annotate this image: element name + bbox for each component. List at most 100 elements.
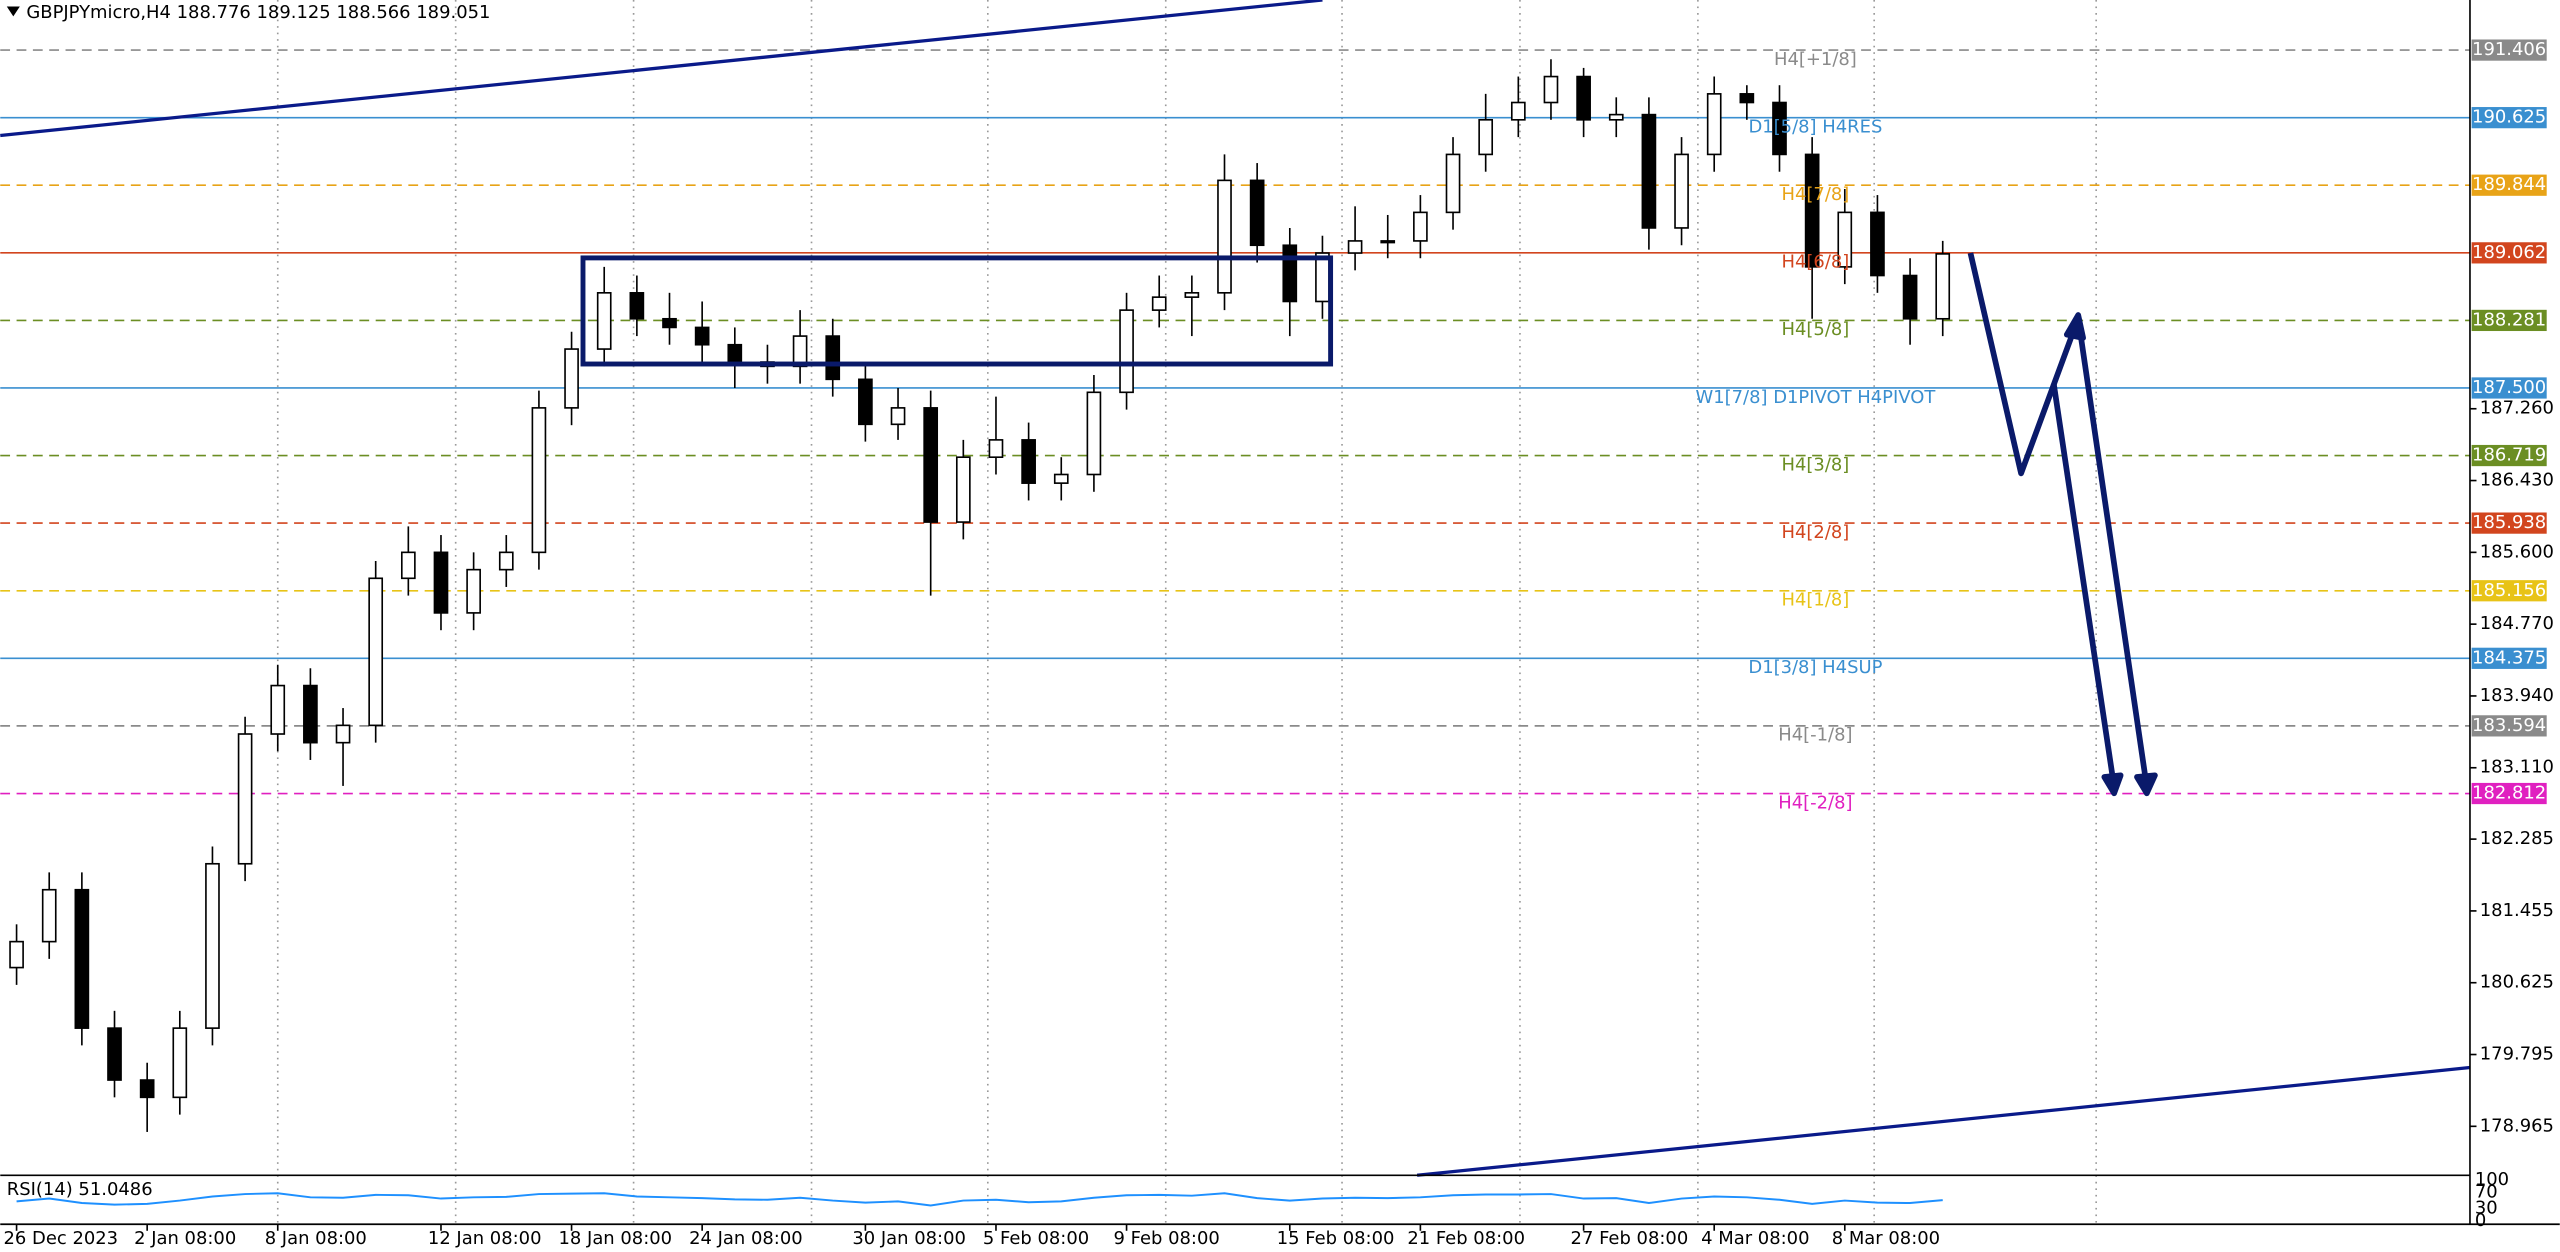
candle-body bbox=[1217, 179, 1232, 294]
level-label: H4[3/8] bbox=[1782, 454, 1850, 475]
y-tick-label: 181.455 bbox=[2480, 900, 2554, 921]
candle-body bbox=[1086, 391, 1102, 476]
candle-body bbox=[1510, 101, 1526, 121]
candle-body bbox=[890, 407, 906, 426]
x-tick-label: 8 Mar 08:00 bbox=[1832, 1228, 1940, 1249]
candle-body bbox=[923, 407, 939, 523]
rsi-tick-label: 100 bbox=[2475, 1169, 2509, 1190]
candle-body bbox=[1282, 244, 1298, 303]
candle-body bbox=[531, 407, 547, 554]
chart-title: GBPJPYmicro,H4 188.776 189.125 188.566 1… bbox=[26, 2, 490, 23]
x-tick-label: 15 Feb 08:00 bbox=[1277, 1228, 1395, 1249]
rsi-tick-label: 70 bbox=[2475, 1181, 2498, 1202]
candle-body bbox=[41, 888, 57, 943]
level-label: H4[5/8] bbox=[1782, 319, 1850, 340]
candle-body bbox=[629, 292, 645, 320]
candle-body bbox=[1804, 153, 1820, 268]
candle-body bbox=[727, 343, 743, 363]
candle-body bbox=[107, 1027, 122, 1081]
price-box-label: 191.406 bbox=[2472, 39, 2546, 60]
candle-body bbox=[825, 335, 841, 381]
price-box-label: 187.500 bbox=[2472, 377, 2546, 398]
level-label: H4[7/8] bbox=[1782, 184, 1850, 205]
levels bbox=[0, 49, 2470, 795]
candle-body bbox=[1249, 179, 1265, 247]
candle-body bbox=[433, 551, 449, 614]
price-box bbox=[2471, 107, 2547, 129]
price-box-label: 185.938 bbox=[2472, 512, 2546, 533]
x-tick-label: 26 Dec 2023 bbox=[4, 1228, 119, 1249]
candle-body bbox=[988, 439, 1004, 459]
price-box bbox=[2471, 512, 2547, 534]
candle-body bbox=[237, 733, 253, 865]
price-box bbox=[2471, 782, 2547, 805]
candle-body bbox=[1543, 75, 1559, 104]
x-tick-label: 2 Jan 08:00 bbox=[134, 1228, 236, 1249]
level-label: D1[3/8] H4SUP bbox=[1748, 657, 1882, 678]
candle-body bbox=[400, 551, 416, 580]
rsi-label: RSI(14) 51.0486 bbox=[7, 1179, 153, 1200]
price-box-label: 183.594 bbox=[2472, 715, 2546, 736]
candle-body bbox=[1706, 93, 1722, 156]
candle-body bbox=[1935, 253, 1951, 320]
x-tick-label: 4 Mar 08:00 bbox=[1701, 1228, 1809, 1249]
x-tick-label: 30 Jan 08:00 bbox=[852, 1228, 966, 1249]
menu-triangle[interactable] bbox=[6, 6, 20, 17]
price-box bbox=[2471, 580, 2547, 602]
candle-body bbox=[1870, 211, 1885, 277]
price-box-label: 188.281 bbox=[2472, 309, 2546, 330]
price-box-label: 189.844 bbox=[2472, 174, 2546, 195]
candle-body bbox=[139, 1079, 155, 1099]
price-box bbox=[2471, 715, 2547, 737]
candle-body bbox=[1184, 292, 1200, 298]
rsi-tick-label: 30 bbox=[2475, 1198, 2498, 1219]
price-box bbox=[2471, 39, 2547, 61]
price-box bbox=[2471, 309, 2547, 332]
x-tick-label: 24 Jan 08:00 bbox=[689, 1228, 803, 1249]
candle-body bbox=[564, 348, 579, 409]
x-tick-label: 5 Feb 08:00 bbox=[983, 1228, 1089, 1249]
candle-body bbox=[1478, 118, 1494, 156]
y-tick-label: 179.795 bbox=[2480, 1044, 2554, 1065]
candle-body bbox=[1674, 153, 1689, 229]
candle-body bbox=[662, 317, 677, 329]
candle-body bbox=[1576, 75, 1591, 121]
candle-body bbox=[1739, 93, 1755, 104]
candle-body bbox=[1445, 153, 1461, 214]
level-label: H4[1/8] bbox=[1782, 590, 1850, 611]
trendline bbox=[0, 0, 1323, 138]
y-tick-label: 185.600 bbox=[2480, 541, 2554, 562]
candle-body bbox=[955, 456, 971, 523]
level-label: D1[5/8] H4RES bbox=[1748, 116, 1882, 137]
candle-body bbox=[1021, 439, 1036, 484]
candle-body bbox=[1053, 473, 1069, 484]
level-label: H4[+1/8] bbox=[1774, 49, 1857, 70]
candle-body bbox=[694, 326, 710, 346]
x-tick-label: 18 Jan 08:00 bbox=[559, 1228, 673, 1249]
price-box bbox=[2471, 174, 2547, 196]
candle-body bbox=[1608, 113, 1624, 121]
candle-body bbox=[1347, 240, 1363, 254]
price-box bbox=[2471, 444, 2547, 467]
candle-body bbox=[858, 378, 873, 426]
candle-body bbox=[1902, 274, 1918, 320]
price-box-label: 186.719 bbox=[2472, 445, 2546, 466]
price-box-label: 182.812 bbox=[2472, 783, 2546, 804]
candle-body bbox=[1837, 211, 1853, 268]
forecast-arrows bbox=[1967, 252, 2158, 797]
level-label: W1[7/8] D1PIVOT H4PIVOT bbox=[1695, 387, 1936, 408]
y-tick-label: 183.940 bbox=[2480, 685, 2554, 706]
candle-body bbox=[270, 684, 286, 735]
price-box bbox=[2471, 242, 2547, 264]
y-tick-label: 180.625 bbox=[2480, 972, 2554, 993]
price-box bbox=[2471, 647, 2547, 669]
candles bbox=[9, 59, 1951, 1132]
level-label: H4[6/8] bbox=[1782, 252, 1850, 273]
vertical-grid bbox=[276, 0, 2097, 1225]
candle-body bbox=[172, 1027, 188, 1099]
candle-body bbox=[596, 292, 612, 350]
candle-body bbox=[1641, 113, 1657, 229]
